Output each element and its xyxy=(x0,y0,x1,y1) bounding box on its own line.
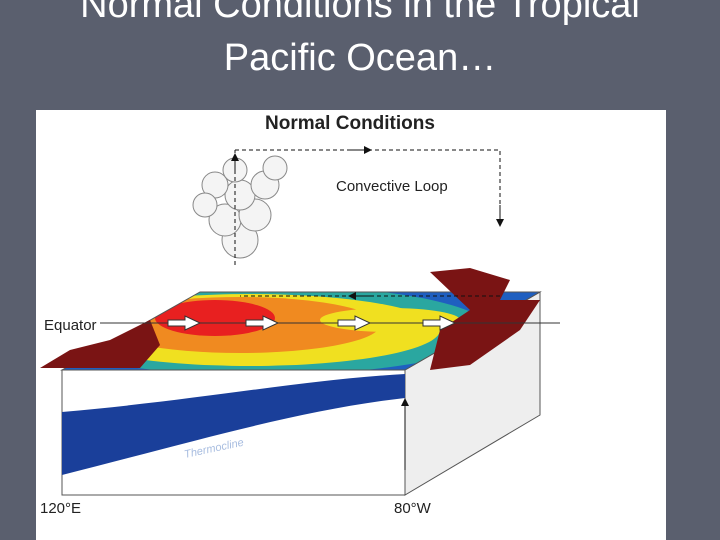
diagram-title: Normal Conditions xyxy=(265,113,435,134)
land-west xyxy=(40,320,160,368)
slide-title: Normal Conditions in the Tropical Pacifi… xyxy=(80,0,640,79)
east-label: 80°W xyxy=(394,500,432,517)
deep-water xyxy=(62,374,405,475)
land-east xyxy=(430,268,540,370)
west-label: 120°E xyxy=(40,500,81,517)
loop-label: Convective Loop xyxy=(336,178,448,195)
trade-winds xyxy=(167,315,457,331)
equator-label: Equator xyxy=(44,317,97,334)
clouds xyxy=(192,155,288,259)
